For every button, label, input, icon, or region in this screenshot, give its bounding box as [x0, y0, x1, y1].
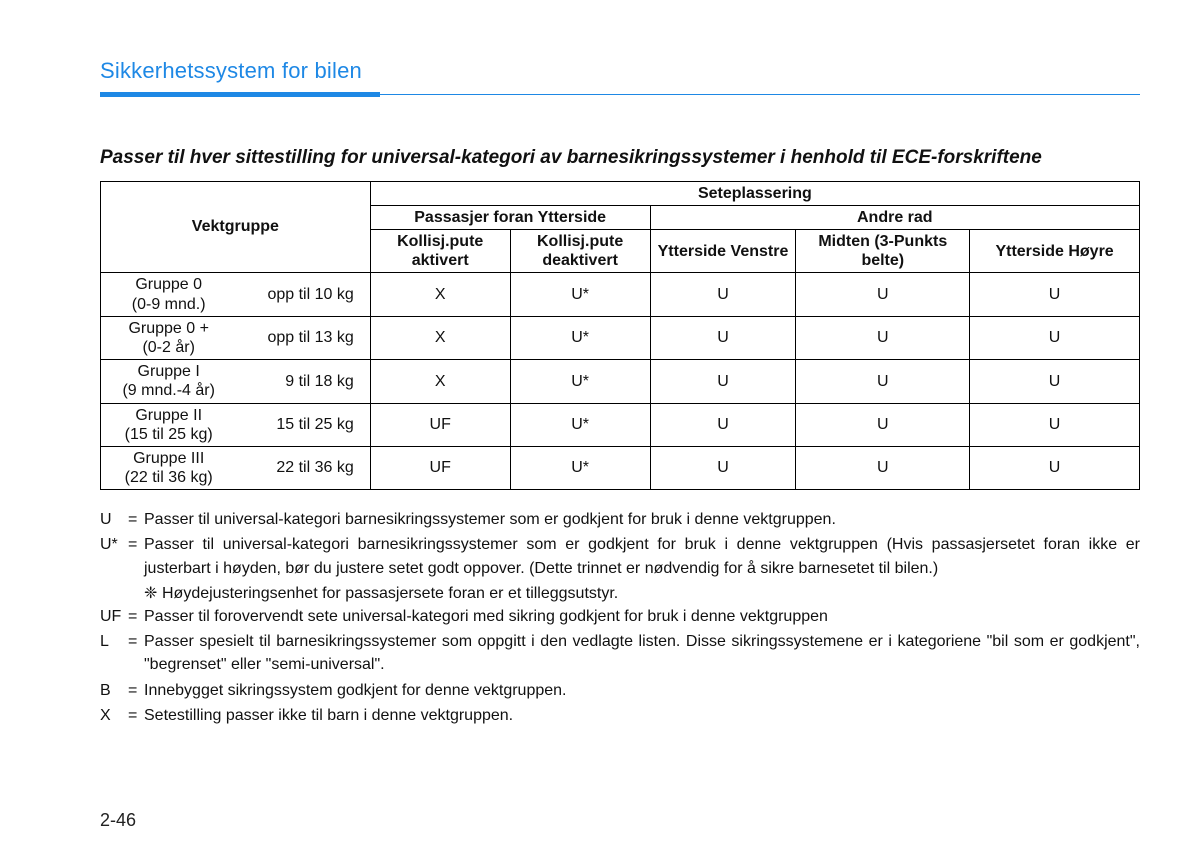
legend-note: ❈Høydejusteringsenhet for passasjersete … — [144, 582, 1140, 605]
cell-c: U — [650, 360, 796, 403]
header-rear: Andre rad — [650, 205, 1139, 229]
cell-group: Gruppe I(9 mnd.-4 år)9 til 18 kg — [101, 360, 371, 403]
legend-key: B — [100, 679, 128, 702]
legend-key: X — [100, 704, 128, 727]
legend-text: Passer til universal-kategori barnesikri… — [144, 533, 1140, 579]
table-row: Gruppe 0 +(0-2 år)opp til 13 kgXU*UUU — [101, 316, 1140, 359]
table-row: Gruppe 0(0-9 mnd.)opp til 10 kgXU*UUU — [101, 273, 1140, 316]
cell-c: U — [650, 316, 796, 359]
legend-item: U*=Passer til universal-kategori barnesi… — [100, 533, 1140, 579]
cell-e: U — [970, 360, 1140, 403]
cell-c: U — [650, 273, 796, 316]
legend-key: U* — [100, 533, 128, 579]
cell-group: Gruppe III(22 til 36 kg)22 til 36 kg — [101, 446, 371, 489]
cell-d: U — [796, 403, 970, 446]
cell-a: X — [370, 316, 510, 359]
equals-sign: = — [128, 533, 144, 579]
legend-key: L — [100, 630, 128, 676]
header-col-c: Ytterside Venstre — [650, 230, 796, 273]
cell-b: U* — [510, 403, 650, 446]
legend-item: U=Passer til universal-kategori barnesik… — [100, 508, 1140, 531]
cell-d: U — [796, 360, 970, 403]
cell-b: U* — [510, 316, 650, 359]
legend-text: Setestilling passer ikke til barn i denn… — [144, 704, 1140, 727]
page-number: 2-46 — [100, 810, 136, 831]
cell-a: UF — [370, 403, 510, 446]
equals-sign: = — [128, 704, 144, 727]
header-super: Seteplassering — [370, 181, 1139, 205]
title-underline — [100, 92, 1140, 97]
header-group: Vektgruppe — [101, 181, 371, 273]
legend: U=Passer til universal-kategori barnesik… — [100, 508, 1140, 727]
reference-mark-icon: ❈ — [144, 582, 162, 605]
cell-a: X — [370, 360, 510, 403]
section-heading: Passer til hver sittestilling for univer… — [100, 145, 1140, 171]
header-col-d: Midten (3-Punkts belte) — [796, 230, 970, 273]
header-col-b: Kollisj.pute deaktivert — [510, 230, 650, 273]
cell-a: X — [370, 273, 510, 316]
cell-c: U — [650, 446, 796, 489]
equals-sign: = — [128, 508, 144, 531]
legend-item: UF=Passer til forovervendt sete universa… — [100, 605, 1140, 628]
header-front: Passasjer foran Ytterside — [370, 205, 650, 229]
cell-e: U — [970, 403, 1140, 446]
legend-item: X=Setestilling passer ikke til barn i de… — [100, 704, 1140, 727]
cell-b: U* — [510, 446, 650, 489]
legend-key: U — [100, 508, 128, 531]
equals-sign: = — [128, 679, 144, 702]
chapter-title: Sikkerhetssystem for bilen — [100, 58, 1140, 84]
table-header-row-1: Vektgruppe Seteplassering — [101, 181, 1140, 205]
cell-d: U — [796, 316, 970, 359]
cell-b: U* — [510, 273, 650, 316]
cell-group: Gruppe 0 +(0-2 år)opp til 13 kg — [101, 316, 371, 359]
table-row: Gruppe II(15 til 25 kg)15 til 25 kgUFU*U… — [101, 403, 1140, 446]
legend-item: L=Passer spesielt til barnesikringssyste… — [100, 630, 1140, 676]
header-col-e: Ytterside Høyre — [970, 230, 1140, 273]
cell-c: U — [650, 403, 796, 446]
legend-item: B=Innebygget sikringssystem godkjent for… — [100, 679, 1140, 702]
table-row: Gruppe III(22 til 36 kg)22 til 36 kgUFU*… — [101, 446, 1140, 489]
equals-sign: = — [128, 605, 144, 628]
underline-thick — [100, 92, 380, 97]
cell-group: Gruppe II(15 til 25 kg)15 til 25 kg — [101, 403, 371, 446]
table-body: Gruppe 0(0-9 mnd.)opp til 10 kgXU*UUUGru… — [101, 273, 1140, 490]
legend-text: Passer til forovervendt sete universal-k… — [144, 605, 1140, 628]
cell-e: U — [970, 446, 1140, 489]
cell-a: UF — [370, 446, 510, 489]
cell-b: U* — [510, 360, 650, 403]
suitability-table: Vektgruppe Seteplassering Passasjer fora… — [100, 181, 1140, 491]
cell-group: Gruppe 0(0-9 mnd.)opp til 10 kg — [101, 273, 371, 316]
header-col-a: Kollisj.pute aktivert — [370, 230, 510, 273]
cell-e: U — [970, 316, 1140, 359]
manual-page: Sikkerhetssystem for bilen Passer til hv… — [0, 0, 1200, 861]
cell-d: U — [796, 446, 970, 489]
legend-text: Innebygget sikringssystem godkjent for d… — [144, 679, 1140, 702]
legend-text: Passer til universal-kategori barnesikri… — [144, 508, 1140, 531]
legend-key: UF — [100, 605, 128, 628]
legend-note-text: Høydejusteringsenhet for passasjersete f… — [162, 582, 618, 605]
cell-e: U — [970, 273, 1140, 316]
legend-text: Passer spesielt til barnesikringssysteme… — [144, 630, 1140, 676]
table-row: Gruppe I(9 mnd.-4 år)9 til 18 kgXU*UUU — [101, 360, 1140, 403]
cell-d: U — [796, 273, 970, 316]
equals-sign: = — [128, 630, 144, 676]
